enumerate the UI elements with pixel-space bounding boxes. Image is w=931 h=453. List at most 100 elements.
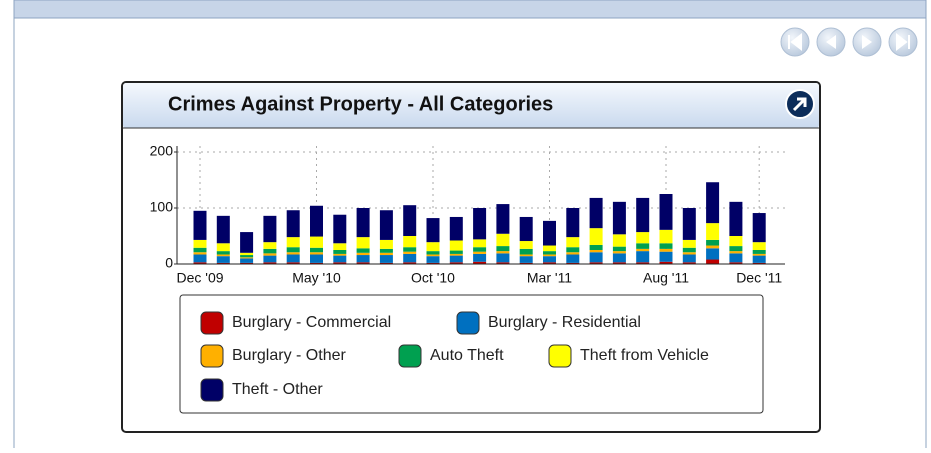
x-tick-label: Dec '09 [176,270,223,286]
bar-segment [426,218,440,243]
legend [179,294,764,414]
bar-segment [589,244,603,250]
bar-segment [473,239,487,248]
bar-segment [310,236,323,248]
bar-segment [449,253,463,256]
bar-segment [566,237,580,248]
bar-segment [589,250,603,253]
bar-segment [449,255,463,263]
bar-segment [216,243,230,252]
bar-segment [519,248,533,255]
bar-segment [612,262,626,264]
bar-segment [659,229,673,244]
bar-segment [426,251,440,255]
x-tick-label: Aug '11 [643,270,689,286]
bar-segment [682,208,696,240]
bar-segment [333,253,347,256]
bar-segment [356,208,370,238]
bar-segment [496,262,510,264]
bar-segment [403,205,417,236]
bar-segment [682,252,696,255]
bar-segment [729,251,743,254]
bar-segment [752,253,766,256]
y-tick-label: 0 [165,255,173,271]
legend-swatch [200,311,224,335]
bar-segment [636,262,650,264]
bar-segment [473,253,487,262]
bar-segment [612,234,626,247]
legend-label: Auto Theft [430,347,504,364]
bar-segment [612,251,626,254]
y-tick-label: 200 [150,143,174,159]
bar-segment [636,232,650,244]
expand-button[interactable] [785,89,815,119]
bar-segment [496,204,510,234]
bar-segment [473,247,487,252]
first-button[interactable] [780,27,810,57]
bar-segment [263,253,277,256]
bar-segment [519,254,533,257]
bar-segment [519,262,533,264]
bar-segment [216,215,230,244]
bar-segment [449,216,463,241]
bar-segment [519,241,533,249]
bar-segment [729,262,743,264]
bar-segment [333,250,347,254]
legend-swatch [456,311,480,335]
last-button[interactable] [888,27,918,57]
prev-button[interactable] [816,27,846,57]
bar-segment [729,236,743,247]
bar-segment [193,210,207,240]
bar-segment [193,247,207,253]
bar-segment [682,262,696,264]
bar-segment [426,256,440,263]
bar-segment [310,247,323,253]
bar-segment [706,245,720,249]
bar-segment [636,251,650,263]
bar-segment [193,239,207,248]
bar-segment [659,243,673,249]
top-bar [13,0,927,19]
bar-segment [543,262,556,264]
bar-segment [566,252,580,255]
bar-segment [286,252,300,255]
legend-label: Theft from Vehicle [580,347,709,364]
bar-segment [426,254,440,257]
bar-segment [403,262,417,264]
bar-segment [659,251,673,262]
widget-header [123,83,819,128]
bar-segment [496,253,510,263]
bar-segment [286,237,300,248]
bar-segment [659,261,673,264]
bar-segment [379,255,393,263]
bar-segment [216,256,230,263]
bar-segment [426,242,440,252]
nav-buttons [780,27,918,57]
bar-segment [659,194,673,230]
bar-segment [356,248,370,253]
chart-title: Crimes Against Property - All Categories [168,93,553,115]
bar-segment [566,247,580,253]
bar-segment [612,253,626,263]
bar-segment [706,248,720,260]
bar-segment [496,233,510,247]
bar-segment [333,214,347,244]
x-tick-label: Mar '11 [527,270,572,286]
bar-segment [729,246,743,252]
y-tick-label: 100 [150,199,174,215]
next-button[interactable] [852,27,882,57]
bar-segment [263,248,277,254]
bar-segment [379,248,393,253]
legend-swatch [398,344,422,368]
bar-segment [286,254,300,263]
bar-segment [473,251,487,254]
legend-swatch [548,344,572,368]
bar-segment [263,255,277,263]
bar-segment [752,255,766,263]
bar-segment [403,236,417,248]
bar-segment [286,262,300,264]
bar-segment [543,245,556,252]
bar-segment [379,252,393,256]
